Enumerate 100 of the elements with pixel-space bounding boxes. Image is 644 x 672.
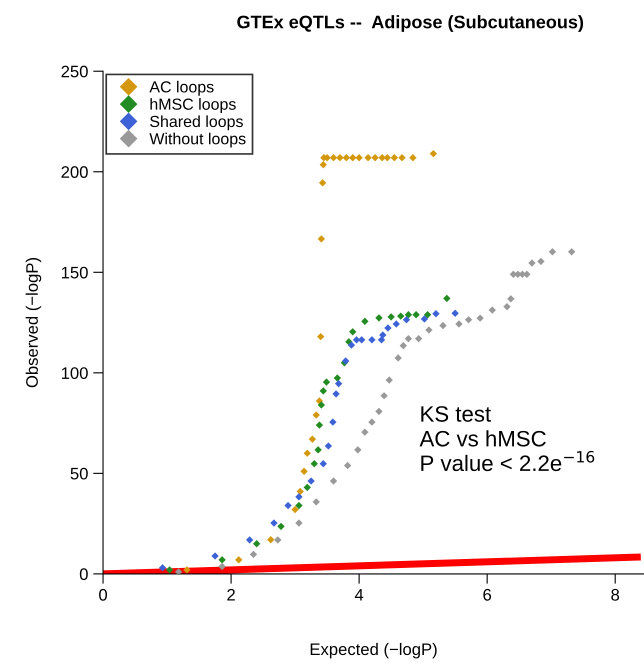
point [310, 460, 318, 468]
point [318, 179, 326, 186]
point [295, 519, 303, 527]
point [464, 316, 472, 324]
point [336, 154, 344, 162]
point [568, 248, 576, 256]
point [166, 566, 174, 574]
point [476, 314, 484, 322]
point [420, 315, 428, 323]
point [270, 519, 278, 527]
point [318, 401, 326, 409]
point [390, 154, 398, 162]
point [404, 311, 412, 318]
point [394, 354, 402, 362]
point [267, 536, 274, 544]
point [412, 311, 420, 318]
point [424, 311, 432, 318]
point [397, 312, 404, 320]
point [507, 295, 515, 303]
point [361, 318, 369, 326]
point [174, 568, 182, 574]
point [246, 536, 254, 544]
point [324, 442, 332, 450]
point [235, 556, 242, 564]
point [364, 154, 372, 162]
y-tick-label: 250 [61, 66, 88, 78]
point [425, 326, 433, 334]
point [368, 336, 376, 344]
point [548, 248, 556, 256]
x-tick-label: 6 [483, 588, 492, 601]
legend-label: Without loops [149, 132, 246, 148]
x-tick-label: 8 [611, 588, 620, 601]
point [308, 436, 316, 443]
point [528, 259, 536, 267]
point [488, 306, 496, 314]
y-tick-label: 200 [61, 166, 88, 178]
point [384, 154, 391, 162]
point [250, 550, 258, 558]
point [342, 154, 350, 162]
y-axis-title: Observed (−logP) [26, 258, 42, 388]
x-tick-label: 0 [99, 588, 108, 601]
point [371, 154, 379, 162]
point [218, 562, 226, 570]
point [430, 150, 438, 158]
point [318, 235, 326, 243]
point [291, 506, 299, 514]
point [349, 154, 356, 162]
point [316, 421, 324, 429]
y-tick-label: 100 [62, 367, 88, 380]
point [537, 258, 545, 266]
point [330, 477, 338, 485]
point [274, 536, 282, 544]
point [334, 380, 342, 388]
point [304, 484, 311, 492]
point [386, 376, 393, 384]
point [375, 408, 383, 416]
y-tick-label: 50 [70, 468, 88, 480]
point [358, 336, 366, 344]
point [183, 566, 191, 574]
point [277, 522, 285, 530]
point [443, 294, 450, 302]
x-tick-label: 2 [227, 588, 235, 601]
point [332, 390, 340, 398]
legend-label: hMSC loops [150, 98, 236, 113]
point [295, 493, 303, 501]
point [451, 310, 459, 317]
point [344, 462, 352, 470]
point [409, 154, 417, 162]
y-tick-label: 150 [62, 266, 88, 278]
point [300, 468, 308, 476]
x-tick-label: 4 [354, 589, 364, 601]
point [354, 446, 362, 454]
point [400, 342, 407, 350]
point [322, 378, 330, 386]
point [304, 450, 311, 457]
point [398, 154, 406, 162]
point [361, 428, 369, 436]
point [404, 334, 412, 342]
point [380, 392, 388, 400]
point [329, 418, 337, 426]
legend-label: AC loops [149, 80, 214, 96]
point [312, 411, 320, 419]
point [387, 313, 395, 321]
point [348, 341, 356, 349]
annotation: KS test AC vs hMSC P value < 2.2e$^{−16}$ [420, 406, 594, 472]
point [284, 502, 292, 510]
legend-label: Shared loops [150, 115, 243, 130]
point [349, 328, 356, 336]
point [392, 320, 400, 328]
point [320, 387, 327, 395]
point [211, 552, 219, 560]
point [402, 316, 410, 324]
point [379, 331, 386, 339]
point [320, 460, 327, 468]
point [432, 310, 440, 318]
point [314, 446, 322, 454]
point [334, 374, 342, 382]
point [330, 154, 338, 162]
point [503, 303, 511, 310]
point [218, 556, 226, 564]
